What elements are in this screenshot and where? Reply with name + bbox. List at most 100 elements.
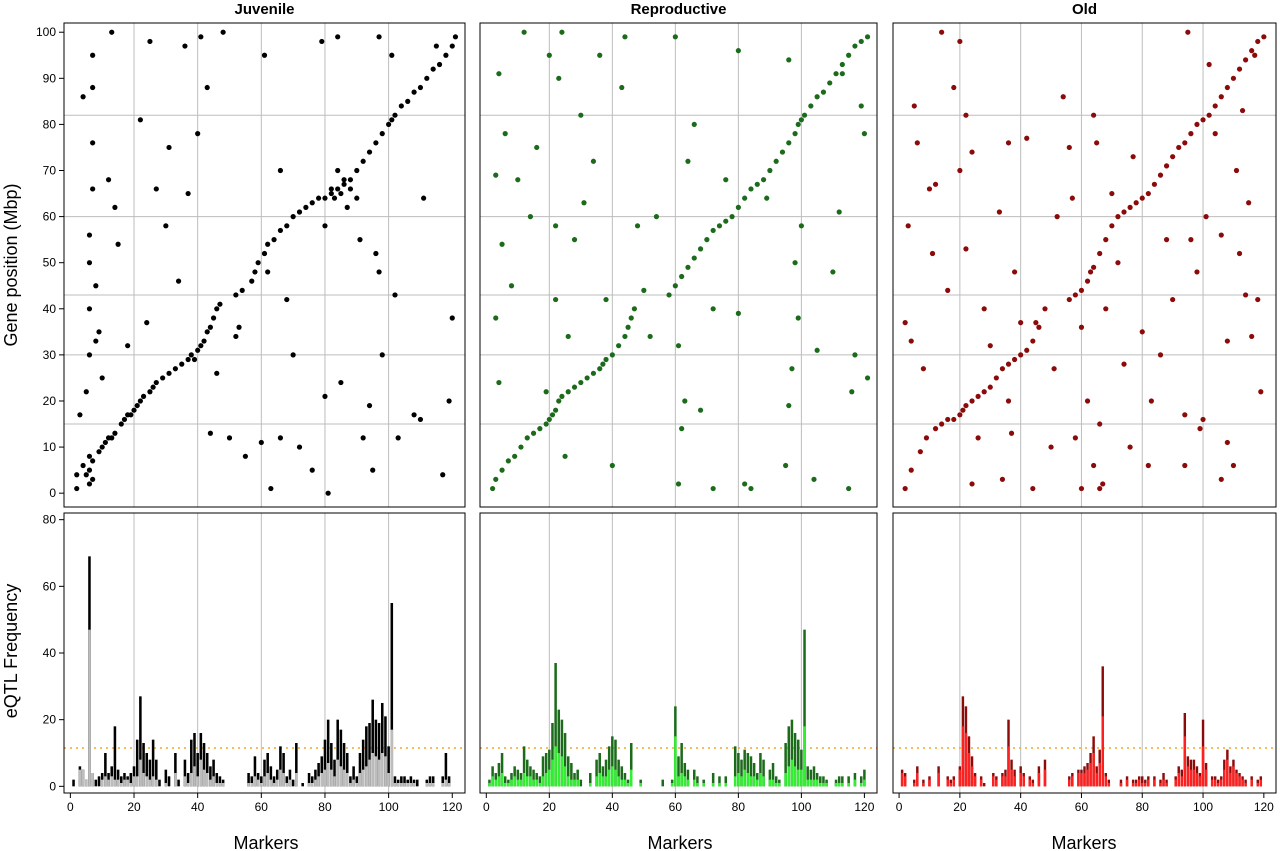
bar-sub-bottom-0-86 [387,773,390,787]
bar-total-bottom-0-56 [285,776,289,787]
bar-sub-bottom-1-25 [566,776,570,787]
bar-total-bottom-1-83 [822,776,825,787]
bar-sub-bottom-2-67 [1210,779,1214,787]
point-top-0-52 [296,209,303,215]
point-top-2-110 [1218,232,1224,238]
point-top-2-121 [1252,52,1258,58]
point-top-0-83 [347,186,354,192]
bar-sub-bottom-1-39 [620,779,624,787]
bar-sub-bottom-1-79 [809,779,813,787]
point-top-2-35 [1127,204,1133,210]
point-top-2-2 [917,449,923,455]
bar-sub-bottom-0-51 [269,779,273,787]
bar-sub-bottom-0-48 [260,783,263,787]
point-top-0-21 [137,398,143,404]
point-top-0-72 [417,84,424,91]
bar-total-bottom-0-23 [148,759,152,787]
bar-sub-bottom-0-34 [193,766,196,787]
bar-total-bottom-0-60 [301,783,304,787]
point-top-0-43 [249,278,255,284]
bar-sub-bottom-1-55 [718,783,721,787]
point-top-2-49 [1212,103,1218,109]
point-top-1-5 [518,444,524,450]
point-top-1-114 [786,57,792,63]
point-top-0-106 [185,190,191,197]
point-top-2-108 [1206,61,1212,68]
point-top-0-116 [268,485,274,492]
bar-sub-bottom-0-9 [104,776,107,787]
y-tick-label-top-0-1: 10 [43,440,57,454]
bar-sub-bottom-1-49 [683,776,687,787]
bar-total-bottom-0-12 [113,726,117,787]
point-top-1-96 [748,485,754,492]
bar-sub-bottom-2-47 [1134,783,1138,787]
point-top-0-148 [233,333,239,340]
bar-sub-bottom-0-31 [183,776,187,787]
bar-sub-bottom-1-73 [790,759,794,787]
bar-sub-bottom-0-22 [145,776,149,787]
point-top-0-64 [373,140,379,146]
bar-total-bottom-0-35 [196,753,199,787]
bar-sub-bottom-1-47 [677,776,680,787]
point-top-0-59 [341,181,347,187]
point-top-1-64 [496,379,502,386]
bar-sub-bottom-0-24 [151,776,155,787]
point-top-0-141 [376,269,382,275]
bar-total-bottom-0-6 [94,779,98,787]
bar-sub-bottom-2-33 [1077,773,1080,787]
point-top-0-143 [360,435,366,441]
point-top-0-65 [379,131,385,137]
bar-sub-bottom-2-64 [1198,776,1202,787]
bar-sub-bottom-0-82 [374,756,378,787]
point-top-0-18 [128,412,134,418]
point-top-1-69 [527,214,534,220]
point-top-2-19 [1018,352,1024,358]
bar-sub-bottom-2-73 [1229,773,1232,787]
x-tick-label-bottom-2-2: 40 [1014,800,1028,814]
point-top-2-22 [1036,324,1042,330]
point-top-1-2 [499,467,505,473]
point-top-2-32 [1109,223,1115,229]
point-top-2-109 [1212,131,1218,137]
x-tick-label-bottom-0-3: 60 [255,800,269,814]
point-top-2-82 [1054,214,1060,220]
point-top-1-12 [553,407,559,413]
bar-total-bottom-0-33 [190,739,193,787]
x-tick-label-bottom-1-5: 100 [791,800,811,814]
bar-total-bottom-0-41 [215,773,219,787]
point-top-0-29 [179,361,185,367]
point-top-0-57 [328,190,334,197]
point-top-2-98 [1145,462,1151,469]
point-top-2-70 [969,149,975,155]
point-top-2-30 [1097,250,1103,257]
y-tick-label-top-0-2: 20 [43,394,57,408]
bar-total-bottom-0-85 [384,716,387,787]
point-top-0-81 [338,190,344,197]
point-top-1-9 [543,421,549,427]
point-top-0-55 [316,195,322,201]
point-top-2-95 [1115,260,1121,266]
point-top-2-106 [1200,416,1206,423]
point-top-2-9 [960,407,966,413]
bar-sub-bottom-0-46 [253,776,257,787]
bar-sub-bottom-1-34 [604,776,608,787]
point-top-2-116 [1239,107,1246,114]
bar-sub-bottom-2-42 [1104,776,1107,787]
bar-total-bottom-0-40 [212,759,215,787]
bar-total-bottom-0-10 [107,773,110,787]
point-top-2-104 [1188,237,1194,243]
bar-total-bottom-0-42 [218,776,222,787]
point-top-2-69 [963,112,969,118]
point-top-1-10 [546,416,552,423]
bar-sub-bottom-0-54 [279,769,282,787]
panel-title-top-1: Reproductive [631,1,727,18]
point-top-0-84 [335,167,341,174]
point-top-0-142 [373,250,379,257]
bar-total-bottom-1-14 [532,769,535,787]
bar-sub-bottom-1-45 [670,783,674,787]
bar-sub-bottom-0-64 [317,776,320,787]
point-top-0-138 [446,398,452,404]
point-top-0-98 [93,283,99,289]
point-top-2-105 [1194,269,1200,275]
point-top-0-39 [214,306,220,312]
